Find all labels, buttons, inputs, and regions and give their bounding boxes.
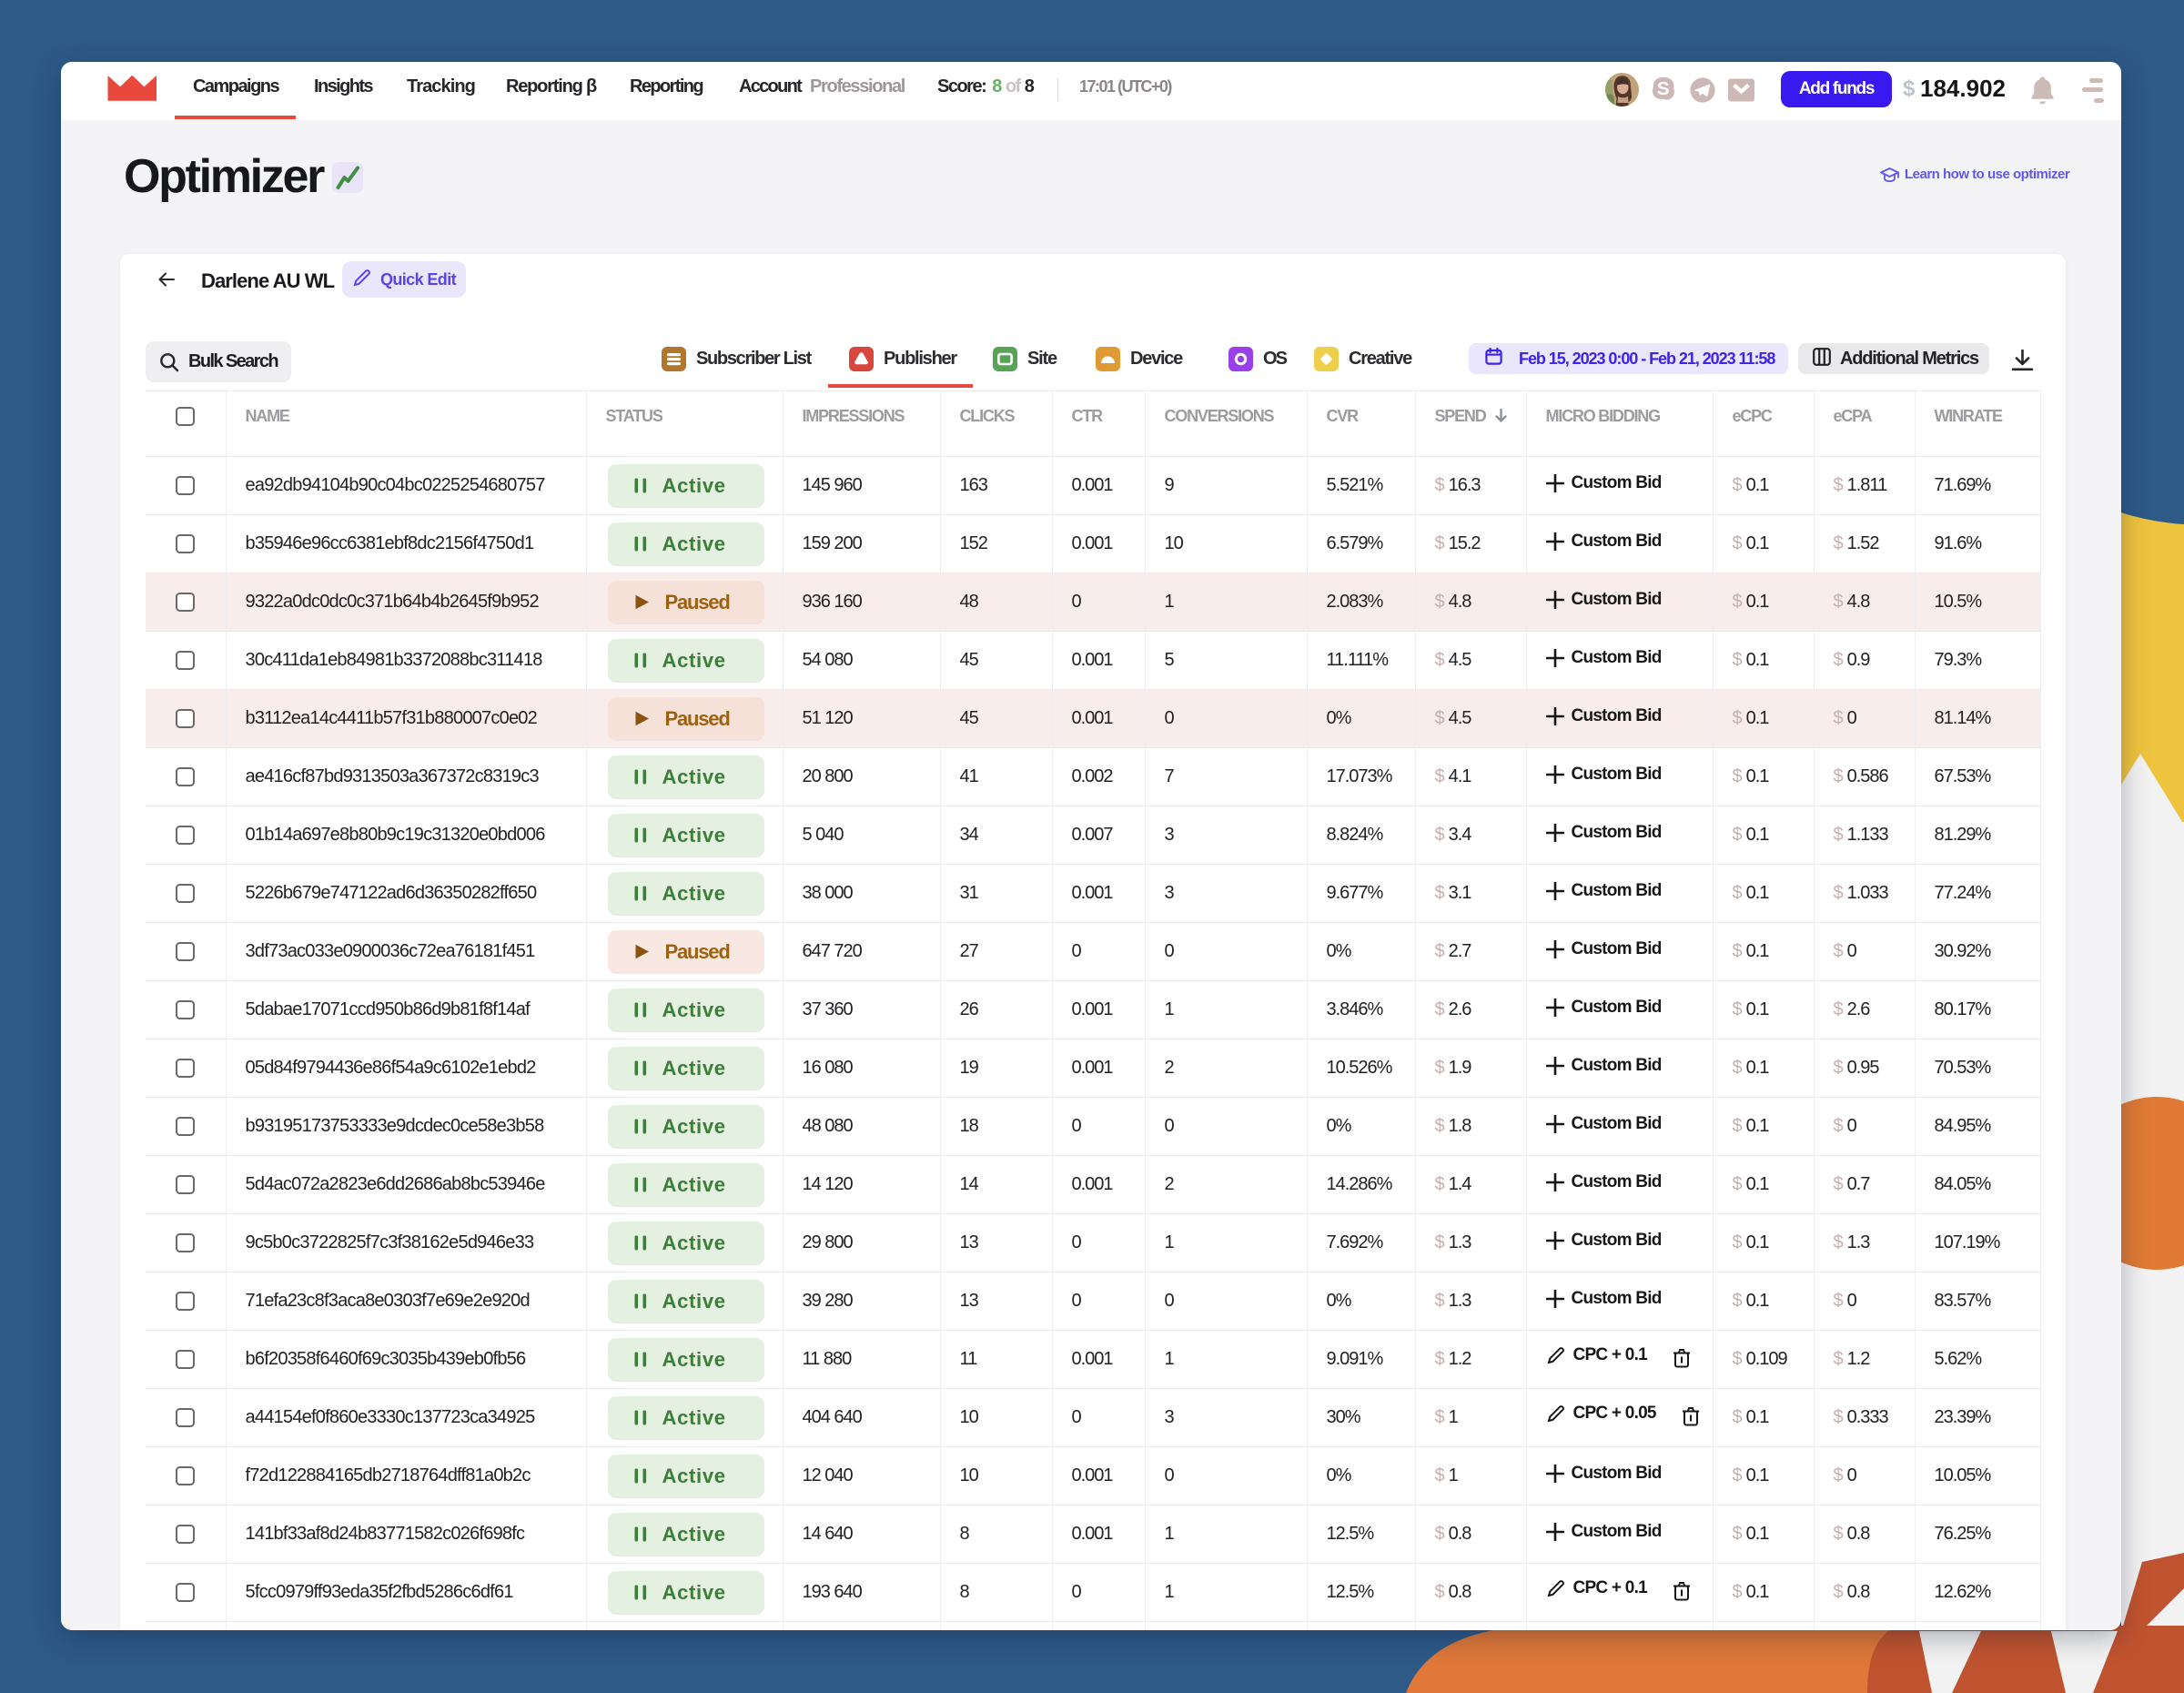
svg-text:S: S xyxy=(1657,78,1670,99)
